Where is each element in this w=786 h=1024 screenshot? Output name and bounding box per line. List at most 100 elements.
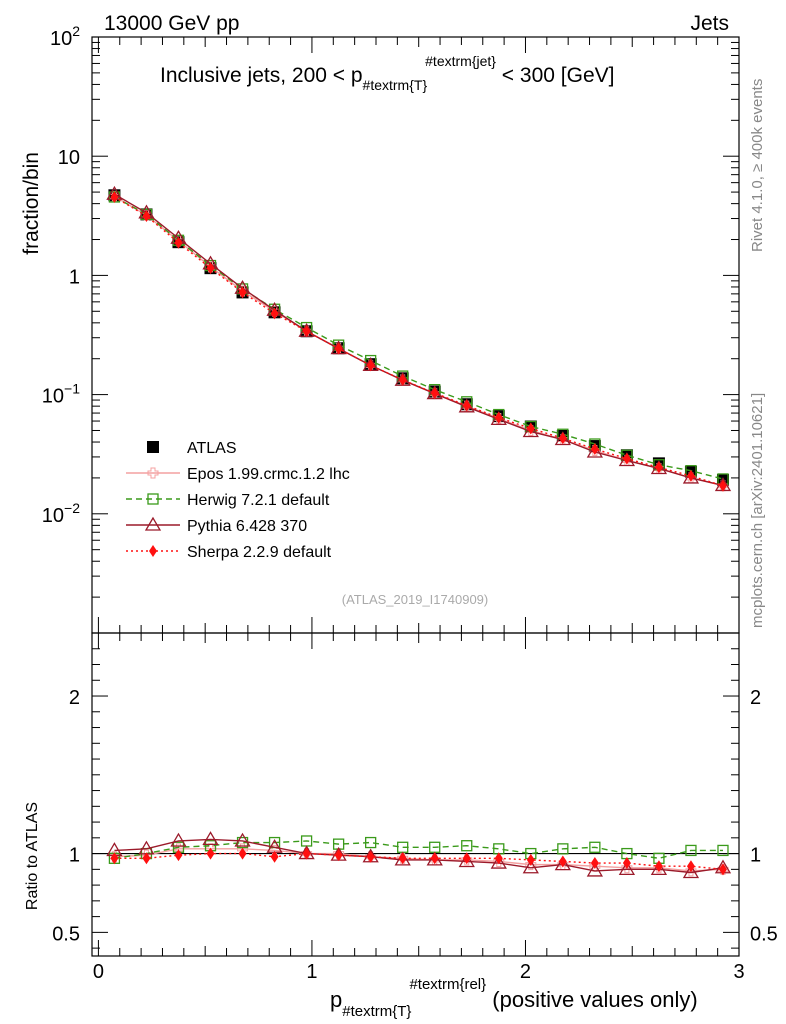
legend-label: ATLAS (187, 440, 237, 457)
legend-entry: Herwig 7.2.1 default (126, 492, 330, 509)
legend-label: Sherpa 2.2.9 default (187, 544, 332, 561)
ratio-data-point (686, 860, 695, 873)
main-data-point (618, 452, 636, 467)
ratio-data-point (717, 844, 729, 857)
ratio-data-point (718, 863, 727, 876)
main-data-point (718, 479, 727, 492)
ratio-data-point (650, 861, 668, 875)
main-data-point (654, 461, 663, 474)
ratio-y-tick-label-left: 1 (69, 845, 80, 867)
title-end: < 300 [GeV] (496, 64, 615, 87)
x-label-superscript: #textrm{rel} (409, 976, 486, 993)
main-data-point (686, 469, 695, 482)
y-tick-label: 10−1 (42, 381, 80, 408)
chart-title: Inclusive jets, 200 < p#textrm{T} #textrm… (160, 53, 614, 93)
y-tick-exponent: −2 (64, 500, 80, 516)
y-tick-label: 1 (69, 266, 80, 288)
ratio-data-point (618, 861, 636, 875)
ratio-data-point (202, 831, 219, 846)
main-series-line (114, 196, 724, 487)
x-tick-label: 1 (306, 961, 317, 983)
ratio-data-point (490, 854, 507, 869)
main-data-point (462, 399, 471, 412)
ratio-axes: 0.5 0.5 1 1 2 2 0 1 2 3 (52, 632, 778, 983)
main-axes: 102 10 1 10−1 10−2 (42, 23, 740, 634)
legend-label: Pythia 6.428 370 (187, 518, 307, 535)
ratio-data-point (334, 849, 343, 862)
ratio-data-point (398, 852, 407, 865)
ratio-data-point (430, 852, 439, 865)
x-tick-label: 2 (520, 961, 531, 983)
main-data-point (206, 262, 215, 275)
main-series-layer (106, 185, 732, 492)
main-series-line (114, 196, 724, 480)
legend-marker (147, 441, 159, 453)
ratio-data-point (461, 840, 473, 852)
x-label-main: p (330, 987, 342, 1012)
ratio-data-point (494, 852, 503, 865)
main-data-point (622, 452, 631, 465)
ratio-y-tick-label-right: 2 (750, 687, 761, 709)
main-data-point (590, 442, 599, 455)
ratio-data-point (558, 855, 567, 868)
legend-entry: Pythia 6.428 370 (126, 516, 307, 535)
ratio-y-axis-label: Ratio to ATLAS (24, 802, 41, 910)
ratio-data-point (682, 864, 700, 879)
ratio-series-line (114, 838, 724, 874)
ratio-data-point (206, 847, 215, 860)
ratio-data-point (234, 832, 251, 847)
x-axis-label: p#textrm{T} #textrm{rel} (positive values… (330, 976, 698, 1020)
main-series-sherpa-2-2-9-default (110, 190, 727, 492)
main-data-point (238, 286, 247, 299)
main-data-point (174, 236, 183, 249)
main-data-point (366, 359, 375, 372)
ratio-data-point (302, 847, 311, 860)
ratio-data-point (522, 859, 539, 874)
legend-label: Herwig 7.2.1 default (187, 492, 330, 509)
ratio-series-layer (106, 831, 732, 879)
ratio-data-point (270, 850, 279, 863)
ratio-data-point (462, 852, 471, 865)
x-label-subscript: #textrm{T} (342, 1003, 411, 1020)
ratio-y-tick-label-left: 2 (69, 687, 80, 709)
ratio-data-point (170, 832, 187, 847)
legend-marker (144, 516, 162, 531)
ratio-data-point (557, 843, 569, 855)
ratio-data-point (142, 852, 151, 865)
ratio-y-tick-label-left: 0.5 (52, 923, 80, 945)
category-label: Jets (690, 12, 729, 35)
ratio-data-point (589, 841, 601, 853)
ratio-data-point (685, 844, 697, 857)
ratio-data-point (526, 853, 535, 866)
y-tick-exponent: −1 (64, 381, 80, 397)
x-label-end: (positive values only) (486, 987, 698, 1012)
title-main: Inclusive jets, 200 < p (160, 64, 363, 87)
ratio-series-sherpa-2-2-9-default (110, 847, 727, 876)
x-tick-label: 3 (733, 961, 744, 983)
x-tick-label: 0 (93, 961, 104, 983)
legend-marker (149, 545, 157, 557)
legend: ATLAS Epos 1.99.crmc.1.2 lhc Herwig 7.2.1 … (126, 440, 350, 561)
ratio-data-point (590, 857, 599, 870)
ratio-data-point (110, 852, 119, 865)
ratio-y-tick-label-right: 1 (750, 845, 761, 867)
main-data-point (558, 432, 567, 445)
title-superscript: #textrm{jet} (425, 53, 496, 69)
main-data-point (522, 423, 539, 438)
analysis-label: (ATLAS_2019_I1740909) (342, 592, 488, 607)
y-tick-label: 10 (58, 147, 80, 169)
ratio-data-point (622, 857, 631, 870)
y-tick-label: 102 (50, 23, 80, 50)
ratio-data-point (366, 850, 375, 863)
ratio-series-line (114, 852, 724, 871)
source-label: mcplots.cern.ch [arXiv:2401.10621] (749, 393, 766, 628)
ratio-data-point (458, 853, 475, 868)
main-data-point (302, 325, 311, 338)
legend-marker (147, 493, 159, 505)
legend-entry: Epos 1.99.crmc.1.2 lhc (126, 466, 350, 483)
main-data-point (142, 210, 151, 223)
main-data-point (270, 307, 279, 320)
main-data-point (526, 422, 535, 435)
legend-label: Epos 1.99.crmc.1.2 lhc (187, 466, 350, 483)
title-subscript: #textrm{T} (363, 77, 428, 93)
